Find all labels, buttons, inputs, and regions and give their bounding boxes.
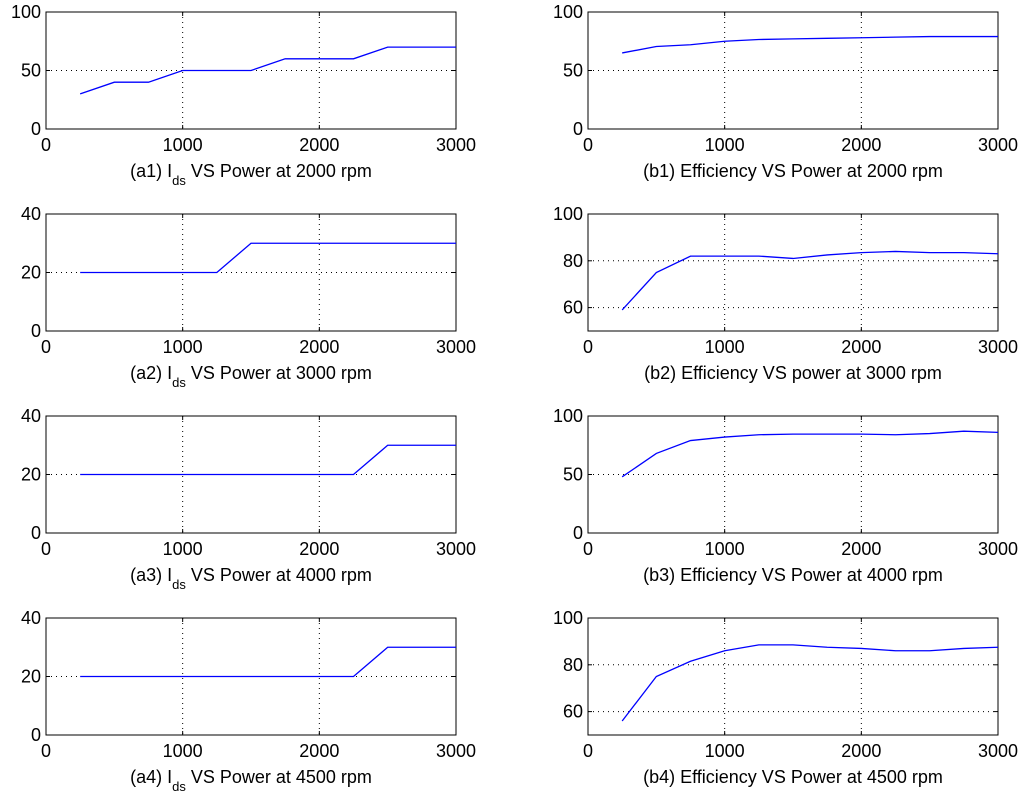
ytick-label-b4-1: 80 — [563, 655, 583, 675]
series-line-b2 — [621, 250, 999, 311]
axes-frame-b2 — [587, 213, 999, 332]
series-line-a1 — [79, 46, 456, 95]
series-line-a4 — [80, 646, 456, 678]
ytick-label-a4-0: 0 — [31, 725, 41, 745]
xtick-label-a4-3: 3000 — [436, 741, 476, 761]
xtick-label-a2-3: 3000 — [436, 337, 476, 357]
panel-b3: 0 1000 2000 3000 0 50 100 (b3) Efficiency VS Po… — [553, 406, 1018, 585]
ytick-label-a2-2: 40 — [21, 204, 41, 224]
xtick-label-a1-2: 2000 — [299, 135, 339, 155]
xtick-label-a1-3: 3000 — [436, 135, 476, 155]
xtick-label-b4-0: 0 — [583, 741, 593, 761]
panel-a4: 0 1000 2000 3000 0 20 40 (a4) Ids VS Power at 4… — [21, 608, 476, 794]
xtick-label-a1-0: 0 — [41, 135, 51, 155]
xtick-label-a2-1: 1000 — [163, 337, 203, 357]
ytick-label-a1-1: 50 — [21, 61, 41, 81]
ytick-label-b4-2: 100 — [553, 608, 583, 628]
xtick-label-a3-2: 2000 — [299, 539, 339, 559]
ytick-label-b1-1: 50 — [563, 61, 583, 81]
ytick-label-b3-2: 100 — [553, 406, 583, 426]
ytick-label-a3-1: 20 — [21, 465, 41, 485]
xtick-label-a2-2: 2000 — [299, 337, 339, 357]
ytick-label-a2-1: 20 — [21, 263, 41, 283]
series-line-b4 — [621, 644, 999, 722]
xtick-label-b1-3: 3000 — [978, 135, 1018, 155]
xtick-label-b4-2: 2000 — [841, 741, 881, 761]
caption-a4: (a4) Ids VS Power at 4500 rpm — [130, 767, 372, 794]
panel-a1: 0 1000 2000 3000 0 50 100 (a1) Ids VS Power at … — [11, 2, 476, 188]
ytick-label-a1-2: 100 — [11, 2, 41, 22]
xtick-label-a3-1: 1000 — [163, 539, 203, 559]
caption-a1: (a1) Ids VS Power at 2000 rpm — [130, 161, 372, 188]
caption-a3: (a3) Ids VS Power at 4000 rpm — [130, 565, 372, 592]
panel-b4: 0 1000 2000 3000 60 80 100 (b4) Efficiency VS P… — [553, 608, 1018, 787]
ytick-label-a1-0: 0 — [31, 119, 41, 139]
ytick-label-a2-0: 0 — [31, 321, 41, 341]
ytick-label-a4-2: 40 — [21, 608, 41, 628]
xtick-label-b2-0: 0 — [583, 337, 593, 357]
caption-b1: (b1) Efficiency VS Power at 2000 rpm — [643, 161, 943, 181]
caption-b3: (b3) Efficiency VS Power at 4000 rpm — [643, 565, 943, 585]
panel-a2: 0 1000 2000 3000 0 20 40 (a2) Ids VS Power at 3… — [21, 204, 476, 390]
xtick-label-a3-3: 3000 — [436, 539, 476, 559]
panel-a3: 0 1000 2000 3000 0 20 40 (a3) Ids VS Power at 4… — [21, 406, 476, 592]
xtick-label-b3-0: 0 — [583, 539, 593, 559]
series-line-b1 — [622, 35, 998, 54]
xtick-label-a1-1: 1000 — [163, 135, 203, 155]
xtick-label-b2-2: 2000 — [841, 337, 881, 357]
ytick-label-b4-0: 60 — [563, 702, 583, 722]
series-line-a2 — [80, 242, 456, 274]
xtick-label-b4-1: 1000 — [705, 741, 745, 761]
ytick-label-b3-1: 50 — [563, 465, 583, 485]
xtick-label-b1-0: 0 — [583, 135, 593, 155]
xtick-label-a2-0: 0 — [41, 337, 51, 357]
panel-b2: 0 1000 2000 3000 60 80 100 (b2) Efficiency VS p… — [553, 204, 1018, 383]
ytick-label-b2-2: 100 — [553, 204, 583, 224]
ytick-label-b2-1: 80 — [563, 251, 583, 271]
series-line-b3 — [621, 430, 999, 478]
xtick-label-a3-0: 0 — [41, 539, 51, 559]
xtick-label-a4-0: 0 — [41, 741, 51, 761]
ytick-label-a3-0: 0 — [31, 523, 41, 543]
caption-b2: (b2) Efficiency VS power at 3000 rpm — [644, 363, 942, 383]
axes-frame-b4 — [587, 617, 999, 736]
xtick-label-b3-3: 3000 — [978, 539, 1018, 559]
panel-b1: 0 1000 2000 3000 0 50 100 (b1) Efficiency VS Po… — [553, 2, 1018, 181]
ytick-label-a3-2: 40 — [21, 406, 41, 426]
ytick-label-a4-1: 20 — [21, 667, 41, 687]
caption-b4: (b4) Efficiency VS Power at 4500 rpm — [643, 767, 943, 787]
series-line-a3 — [80, 444, 456, 476]
xtick-label-b3-1: 1000 — [705, 539, 745, 559]
xtick-label-a4-1: 1000 — [163, 741, 203, 761]
xtick-label-b3-2: 2000 — [841, 539, 881, 559]
ytick-label-b1-2: 100 — [553, 2, 583, 22]
xtick-label-b4-3: 3000 — [978, 741, 1018, 761]
caption-a2: (a2) Ids VS Power at 3000 rpm — [130, 363, 372, 390]
xtick-label-b1-1: 1000 — [705, 135, 745, 155]
xtick-label-b2-3: 3000 — [978, 337, 1018, 357]
ytick-label-b2-0: 60 — [563, 298, 583, 318]
xtick-label-a4-2: 2000 — [299, 741, 339, 761]
ytick-label-b1-0: 0 — [573, 119, 583, 139]
xtick-label-b1-2: 2000 — [841, 135, 881, 155]
xtick-label-b2-1: 1000 — [705, 337, 745, 357]
ytick-label-b3-0: 0 — [573, 523, 583, 543]
